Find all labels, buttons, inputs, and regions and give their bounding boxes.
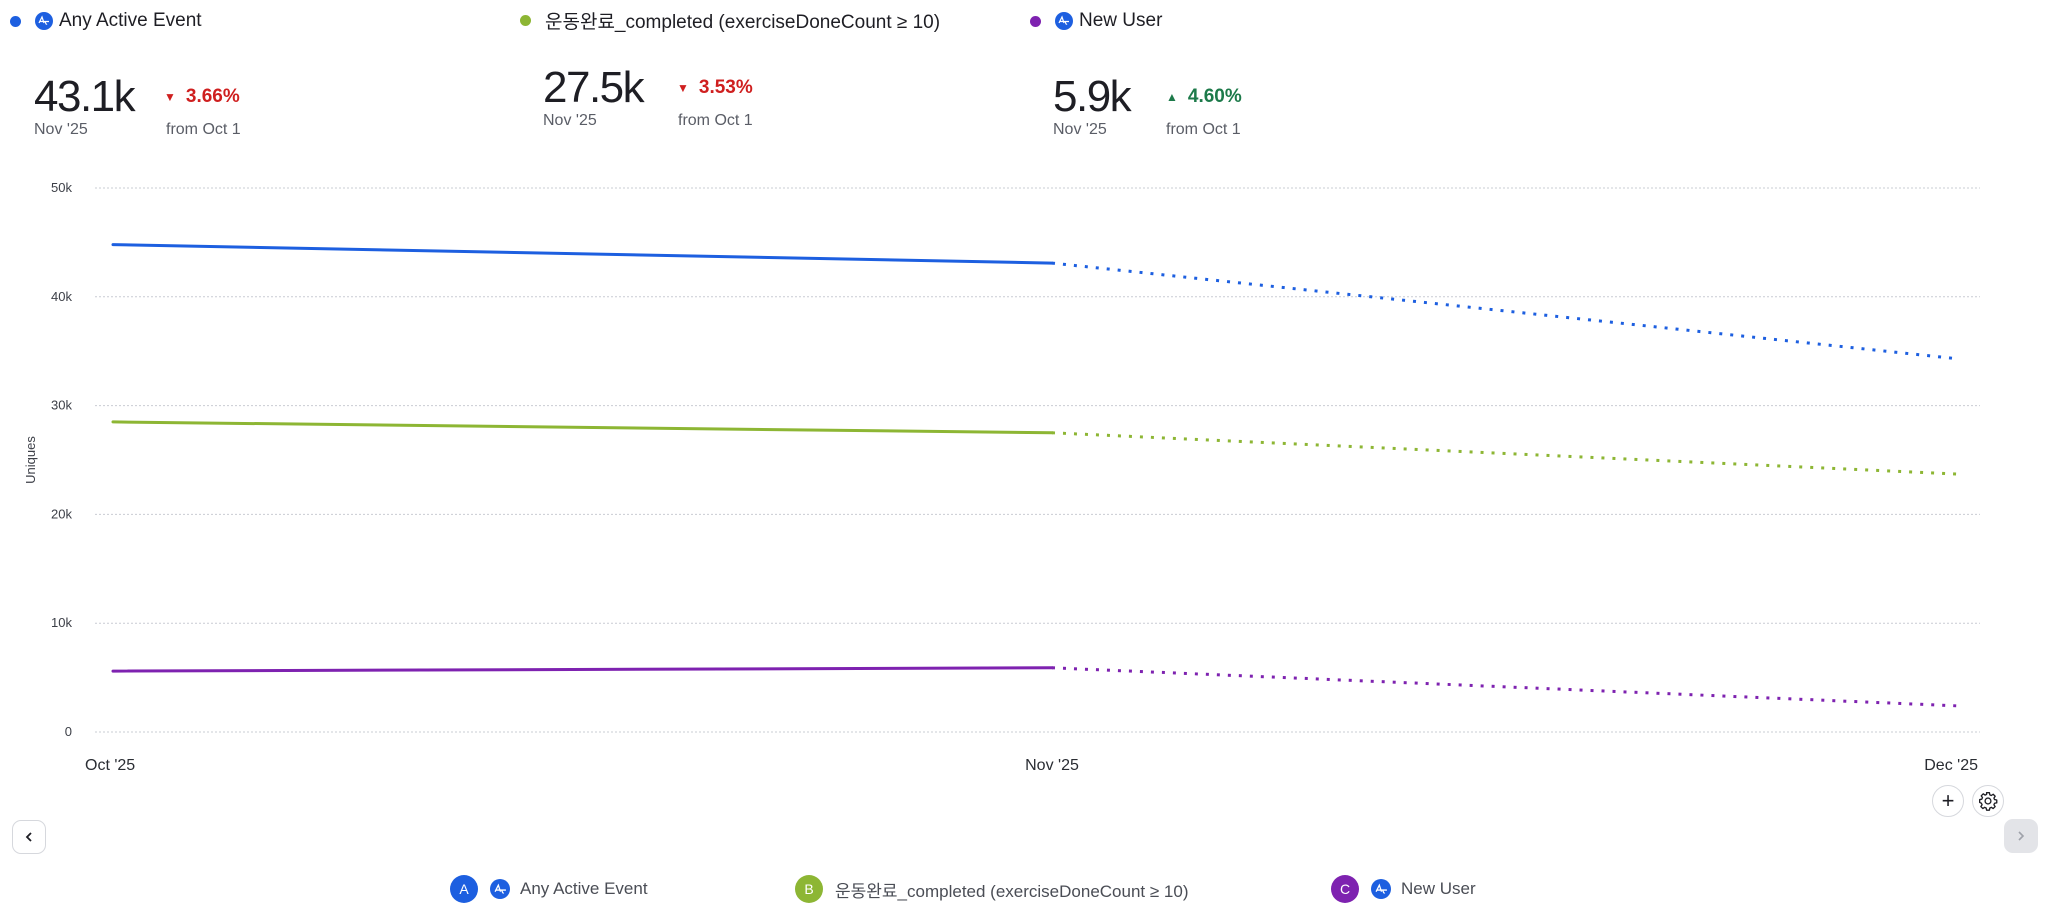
x-axis-ticks: Oct '25 Nov '25 Dec '25 — [85, 757, 1978, 774]
metric-period: Nov '25 — [543, 112, 597, 129]
legend-item-a[interactable]: A Any Active Event — [450, 875, 648, 903]
series-color-dot — [10, 15, 21, 27]
y-tick-label: 0 — [65, 724, 72, 739]
metric-period: Nov '25 — [34, 121, 88, 138]
series-line-projected[interactable] — [1051, 261, 1959, 361]
legend-label: 운동완료_completed (exerciseDoneCount ≥ 10) — [835, 881, 1189, 901]
metric-title-row[interactable]: 운동완료_completed (exerciseDoneCount ≥ 10) — [520, 7, 940, 34]
data-point[interactable] — [109, 667, 117, 675]
y-tick-label: 20k — [51, 506, 72, 521]
data-point[interactable] — [109, 241, 117, 249]
legend-item-c[interactable]: C New User — [1331, 875, 1476, 903]
metric-delta-value: 4.60% — [1187, 86, 1242, 107]
triangle-up-icon: ▲ — [1166, 90, 1178, 104]
metric-title-row[interactable]: New User — [1030, 10, 1162, 32]
next-button[interactable] — [2004, 819, 2038, 853]
series-line-solid[interactable] — [111, 420, 1054, 435]
series-color-dot — [1030, 15, 1041, 27]
data-point[interactable] — [1954, 702, 1962, 710]
amplitude-logo-icon — [35, 12, 53, 30]
metric-value: 43.1k — [34, 72, 136, 121]
data-point[interactable] — [109, 418, 117, 426]
y-tick-label: 40k — [51, 289, 72, 304]
metric-delta-value: 3.53% — [698, 77, 753, 98]
metric-title: 운동완료_completed (exerciseDoneCount ≥ 10) — [545, 12, 941, 33]
line-chart[interactable]: 0 10k 20k 30k 40k 50k Uniques Oct '25 Nov '25 D… — [0, 170, 2048, 780]
metric-delta: ▲ 4.60% — [1166, 86, 1242, 108]
metric-compare: from Oct 1 — [678, 112, 753, 129]
data-point[interactable] — [1954, 355, 1962, 363]
gear-icon — [1979, 792, 1998, 811]
series-line-projected[interactable] — [1051, 431, 1959, 476]
add-button[interactable]: + — [1932, 785, 1964, 817]
y-axis-ticks: 0 10k 20k 30k 40k 50k — [51, 180, 72, 739]
previous-button[interactable] — [12, 820, 46, 854]
series-line-solid[interactable] — [111, 666, 1054, 673]
series-a[interactable] — [109, 241, 1962, 363]
plus-icon: + — [1941, 788, 1955, 813]
legend-label: New User — [1401, 879, 1476, 898]
metric-value: 5.9k — [1053, 72, 1132, 121]
metric-title: Any Active Event — [59, 10, 202, 31]
metric-period: Nov '25 — [1053, 121, 1107, 138]
series-c[interactable] — [109, 664, 1962, 710]
triangle-down-icon: ▼ — [164, 90, 176, 104]
settings-button[interactable] — [1972, 785, 2004, 817]
series-line-projected[interactable] — [1051, 666, 1959, 708]
series-letter-badge: B — [795, 875, 823, 903]
triangle-down-icon: ▼ — [677, 81, 689, 95]
metric-compare: from Oct 1 — [166, 121, 241, 138]
chevron-left-icon — [25, 832, 32, 842]
y-tick-label: 10k — [51, 615, 72, 630]
metric-title-row[interactable]: Any Active Event — [10, 10, 202, 32]
legend-label: Any Active Event — [520, 879, 648, 898]
x-tick-label: Nov '25 — [1025, 757, 1079, 774]
series-line-solid[interactable] — [111, 243, 1054, 265]
data-point[interactable] — [1048, 664, 1056, 672]
x-tick-label: Oct '25 — [85, 757, 135, 774]
amplitude-logo-icon — [490, 879, 510, 899]
series-letter-badge: A — [450, 875, 478, 903]
x-tick-label: Dec '25 — [1924, 757, 1978, 774]
amplitude-logo-icon — [1055, 12, 1073, 30]
series-letter-badge: C — [1331, 875, 1359, 903]
series-color-dot — [520, 15, 531, 26]
y-axis-label: Uniques — [23, 436, 38, 484]
metric-title: New User — [1079, 10, 1163, 31]
data-point[interactable] — [1048, 259, 1056, 267]
data-point[interactable] — [1048, 429, 1056, 437]
metric-delta: ▼ 3.53% — [677, 77, 753, 99]
data-point[interactable] — [1954, 470, 1962, 478]
series-lines — [109, 241, 1962, 710]
series-b[interactable] — [109, 418, 1962, 478]
metric-value: 27.5k — [543, 63, 645, 112]
metric-compare: from Oct 1 — [1166, 121, 1241, 138]
y-tick-label: 30k — [51, 398, 72, 413]
metric-delta-value: 3.66% — [185, 86, 240, 107]
y-tick-label: 50k — [51, 180, 72, 195]
legend-item-b[interactable]: B 운동완료_completed (exerciseDoneCount ≥ 10… — [795, 875, 1189, 903]
gridlines — [95, 187, 1980, 733]
chevron-right-icon — [2018, 831, 2025, 841]
amplitude-logo-icon — [1371, 879, 1391, 899]
metric-delta: ▼ 3.66% — [164, 86, 240, 108]
